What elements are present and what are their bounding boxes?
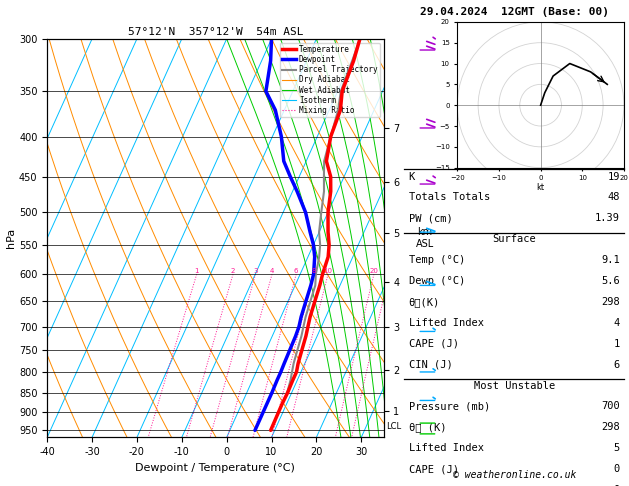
Text: 9.1: 9.1 — [601, 255, 620, 265]
Text: 8: 8 — [311, 268, 316, 274]
Text: θᴄ (K): θᴄ (K) — [409, 422, 446, 433]
Text: 48: 48 — [608, 192, 620, 203]
Text: 3: 3 — [253, 268, 258, 274]
Text: 1: 1 — [613, 339, 620, 349]
Text: 6: 6 — [613, 360, 620, 370]
Text: Lifted Index: Lifted Index — [409, 443, 484, 453]
Text: Temp (°C): Temp (°C) — [409, 255, 465, 265]
Text: θᴄ(K): θᴄ(K) — [409, 297, 440, 307]
Text: 20: 20 — [369, 268, 378, 274]
Y-axis label: km
ASL: km ASL — [416, 227, 434, 249]
Text: 10: 10 — [323, 268, 333, 274]
Text: LCL: LCL — [386, 422, 401, 431]
Text: 25: 25 — [385, 268, 394, 274]
Text: K: K — [409, 172, 415, 182]
Text: 0: 0 — [613, 485, 620, 486]
Text: Most Unstable: Most Unstable — [474, 381, 555, 391]
Text: 5.6: 5.6 — [601, 276, 620, 286]
Legend: Temperature, Dewpoint, Parcel Trajectory, Dry Adiabat, Wet Adiabat, Isotherm, Mi: Temperature, Dewpoint, Parcel Trajectory… — [280, 43, 380, 117]
Text: Dewp (°C): Dewp (°C) — [409, 276, 465, 286]
Text: 298: 298 — [601, 422, 620, 433]
Title: 57°12'N  357°12'W  54m ASL: 57°12'N 357°12'W 54m ASL — [128, 27, 303, 37]
Text: CAPE (J): CAPE (J) — [409, 464, 459, 474]
Text: Surface: Surface — [493, 234, 536, 244]
Text: 2: 2 — [231, 268, 235, 274]
Text: Pressure (mb): Pressure (mb) — [409, 401, 490, 412]
Text: CAPE (J): CAPE (J) — [409, 339, 459, 349]
Text: 1.39: 1.39 — [595, 213, 620, 224]
Text: 6: 6 — [294, 268, 298, 274]
Text: 4: 4 — [613, 318, 620, 328]
Text: Lifted Index: Lifted Index — [409, 318, 484, 328]
Text: 29.04.2024  12GMT (Base: 00): 29.04.2024 12GMT (Base: 00) — [420, 7, 609, 17]
Y-axis label: hPa: hPa — [6, 228, 16, 248]
Text: 5: 5 — [613, 443, 620, 453]
Text: CIN (J): CIN (J) — [409, 360, 452, 370]
Text: 1: 1 — [194, 268, 199, 274]
Text: 700: 700 — [601, 401, 620, 412]
Text: 19: 19 — [608, 172, 620, 182]
Text: 4: 4 — [270, 268, 274, 274]
Text: Totals Totals: Totals Totals — [409, 192, 490, 203]
X-axis label: Dewpoint / Temperature (°C): Dewpoint / Temperature (°C) — [135, 463, 296, 473]
Text: 0: 0 — [613, 464, 620, 474]
Text: CIN (J): CIN (J) — [409, 485, 452, 486]
Text: 298: 298 — [601, 297, 620, 307]
Text: PW (cm): PW (cm) — [409, 213, 452, 224]
Text: © weatheronline.co.uk: © weatheronline.co.uk — [452, 470, 576, 480]
